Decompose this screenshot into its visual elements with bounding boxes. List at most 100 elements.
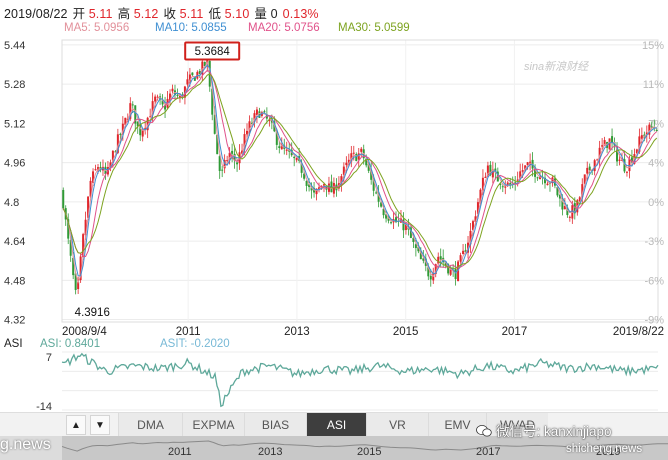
wechat-overlay: 微信号: kanxinjiapo: [476, 420, 668, 439]
wechat-icon: [476, 425, 492, 437]
quote-header: 2019/08/22 开 5.11 高 5.12 收 5.11 低 5.10 量 0 0.1…: [4, 3, 319, 23]
percent-tick: -6%: [644, 275, 664, 287]
low-value: 5.10: [224, 7, 250, 21]
candle-body: [375, 192, 378, 194]
candle-body: [352, 152, 355, 154]
candle-body: [355, 154, 358, 162]
candle-body: [74, 273, 77, 290]
ma20-line: [62, 69, 658, 269]
scroll-down-button[interactable]: ▼: [90, 415, 110, 435]
candle-body: [608, 138, 611, 150]
candle-body: [263, 111, 266, 113]
candle-body: [640, 135, 643, 139]
candle-body: [203, 61, 206, 67]
candle-body: [635, 149, 638, 154]
candle-body: [280, 145, 283, 150]
navigator-year-2019: 2019: [596, 446, 621, 458]
candle-body: [198, 71, 201, 75]
candle-body: [382, 208, 385, 216]
candle-body: [409, 227, 412, 238]
candle-body: [305, 180, 308, 186]
tab-bias[interactable]: BIAS: [244, 413, 306, 437]
candle-body: [377, 192, 380, 202]
candle-body: [176, 94, 179, 96]
candle-body: [131, 104, 134, 106]
candle-body: [92, 171, 95, 184]
candle-body: [601, 145, 604, 147]
candle-body: [109, 162, 112, 168]
price-chart[interactable]: 5.445.285.124.964.84.644.484.32 15%11%7%…: [0, 0, 668, 412]
percent-tick: 11%: [643, 79, 664, 91]
candle-body: [164, 105, 167, 110]
chart-grid: [61, 39, 659, 323]
candle-body: [484, 176, 487, 178]
extreme-annotations: 5.3684 4.3916: [75, 41, 241, 319]
scroll-up-button[interactable]: ▲: [66, 415, 86, 435]
change-percent: 0.13%: [282, 7, 319, 21]
sina-watermark: sina新浪财经: [524, 60, 589, 73]
candle-body: [464, 250, 467, 253]
candle-body: [526, 162, 529, 166]
candle-body: [275, 130, 278, 145]
candlesticks: [62, 55, 658, 295]
candle-body: [516, 179, 519, 181]
candle-body: [422, 258, 425, 261]
asit-legend-value: ASIT: -0.2020: [160, 338, 230, 350]
candle-body: [231, 150, 234, 154]
candle-body: [536, 177, 539, 179]
asi-label: ASI: [4, 338, 23, 350]
candle-body: [139, 123, 142, 136]
candle-body: [462, 250, 465, 255]
candle-body: [243, 134, 246, 150]
min-value-label: 4.3916: [75, 307, 110, 319]
candle-body: [161, 100, 164, 105]
navigator-year-2013: 2013: [258, 446, 283, 458]
candle-body: [563, 205, 566, 210]
candle-body: [524, 165, 527, 170]
navigator-sparkline: [62, 440, 668, 452]
price-tick: 5.12: [4, 118, 25, 130]
candle-body: [625, 171, 628, 173]
price-tick: 4.64: [4, 236, 25, 248]
candle-body: [645, 132, 648, 135]
candle-body: [79, 256, 82, 281]
tab-asi[interactable]: ASI: [306, 413, 366, 437]
low-label: 低: [208, 7, 222, 21]
candle-body: [318, 187, 321, 190]
candle-body: [412, 237, 415, 243]
tab-expma[interactable]: EXPMA: [182, 413, 244, 437]
open-label: 开: [72, 7, 86, 21]
navigator-year-2015: 2015: [357, 446, 382, 458]
candle-body: [514, 182, 517, 184]
candle-body: [481, 177, 484, 191]
candle-body: [310, 187, 313, 191]
candle-body: [221, 169, 224, 171]
range-navigator[interactable]: 2011 2013 2015 2017 2019: [0, 436, 668, 460]
candle-body: [419, 250, 422, 260]
candle-body: [124, 117, 127, 125]
ma10-legend: MA10: 5.0855: [155, 22, 227, 34]
candle-body: [213, 114, 216, 134]
candle-body: [534, 167, 537, 177]
candle-body: [566, 207, 569, 216]
candle-body: [611, 136, 614, 144]
right-watermark: shicheng.news: [566, 443, 643, 455]
navigator-window[interactable]: [62, 436, 668, 460]
candle-body: [360, 148, 363, 152]
candle-body: [449, 268, 452, 275]
candle-body: [178, 95, 181, 99]
candle-body: [72, 257, 75, 276]
tab-wvad[interactable]: WVAD: [486, 413, 548, 437]
tab-emv[interactable]: EMV: [428, 413, 486, 437]
percent-tick: 4%: [648, 158, 664, 170]
plot-frame: [61, 39, 659, 323]
candle-body: [457, 261, 460, 282]
candle-body: [404, 224, 407, 231]
candle-body: [471, 221, 474, 230]
tab-dma[interactable]: DMA: [118, 413, 182, 437]
candle-body: [169, 93, 172, 101]
candle-body: [278, 146, 281, 148]
tab-vr[interactable]: VR: [366, 413, 428, 437]
date-axis: 2008/9/4 2011 2013 2015 2017 2019/8/22: [62, 326, 664, 338]
candle-body: [650, 126, 653, 128]
